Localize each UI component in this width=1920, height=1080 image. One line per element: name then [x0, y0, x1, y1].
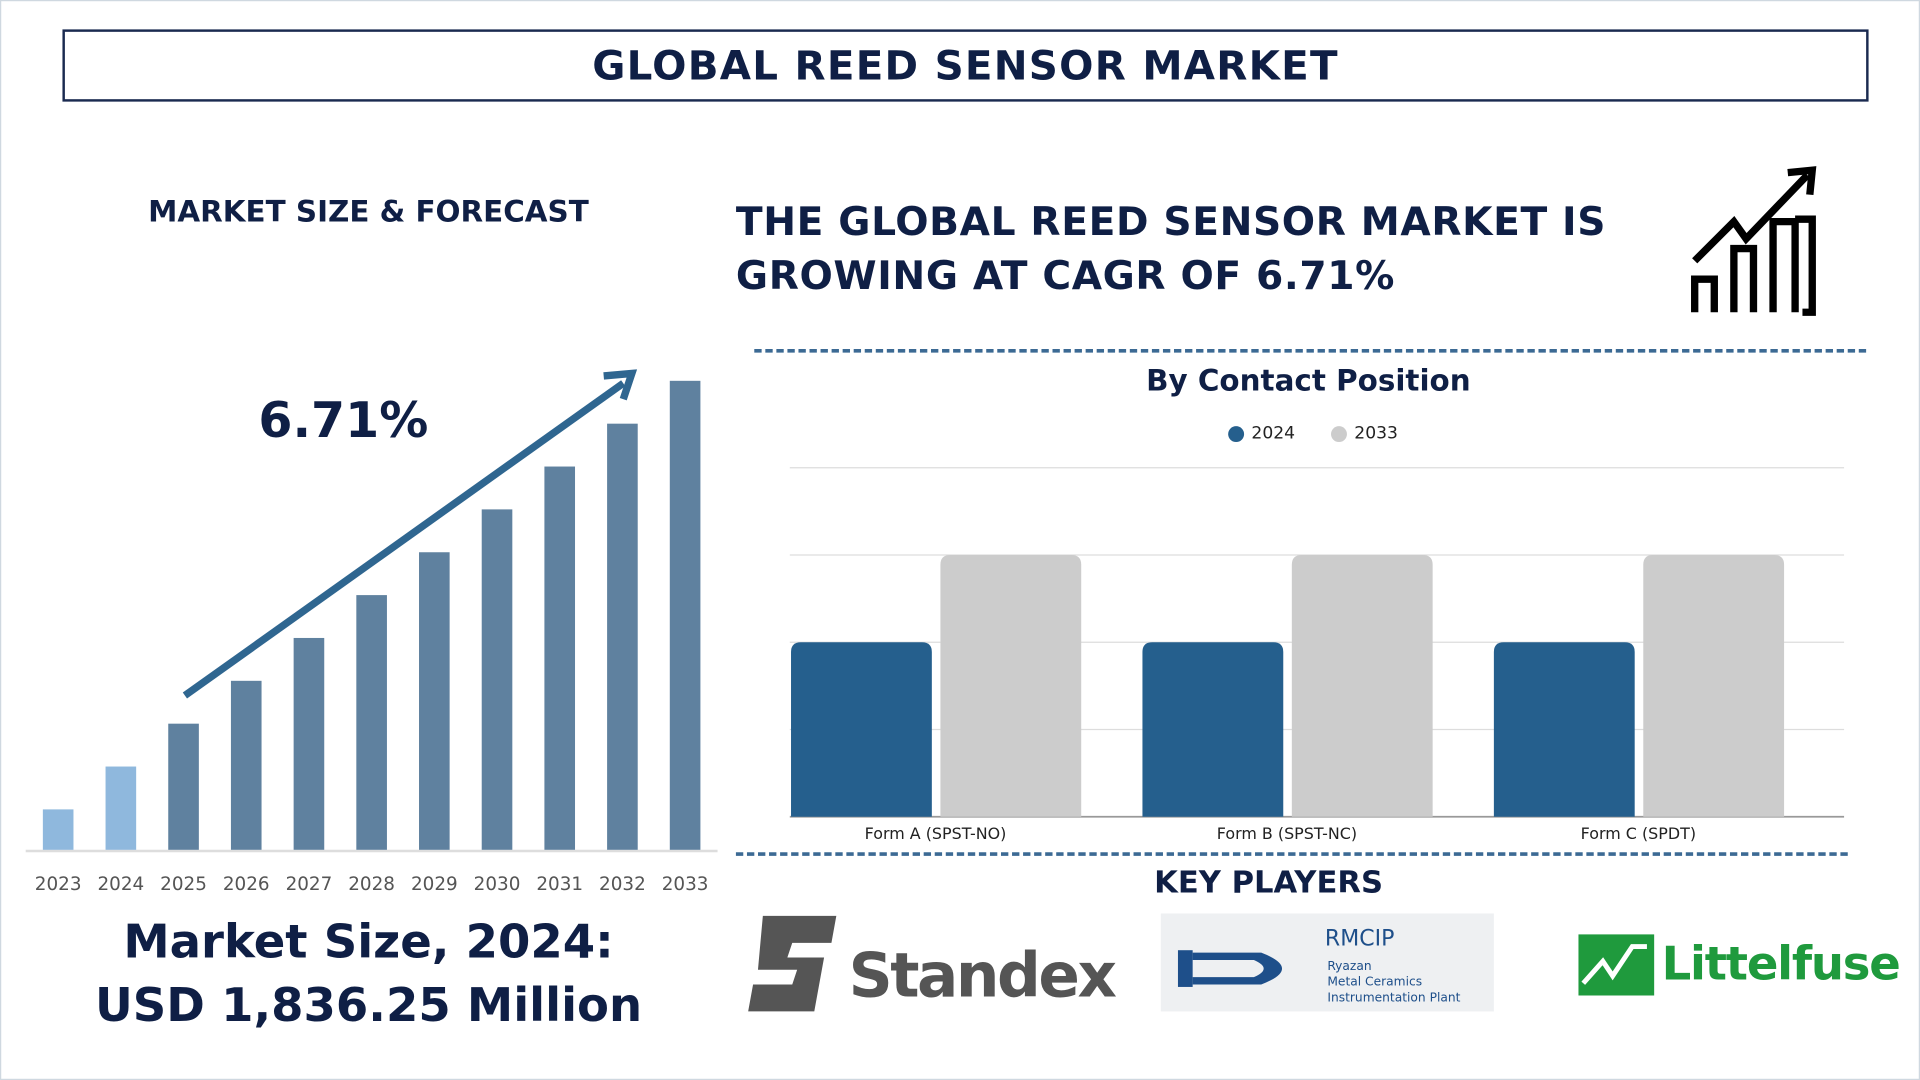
- chart-title: By Contact Position: [1146, 363, 1471, 398]
- forecast-bar-2029: [419, 552, 450, 850]
- x-tick-label: 2023: [35, 874, 82, 895]
- section-title: MARKET SIZE & FORECAST: [148, 194, 589, 229]
- market-size-label: Market Size, 2024:: [123, 914, 614, 969]
- bar-2033: [940, 555, 1082, 817]
- page-title: GLOBAL REED SENSOR MARKET: [62, 29, 1869, 102]
- growth-arrow: [182, 380, 626, 699]
- x-tick-label: 2031: [536, 874, 583, 895]
- forecast-bar-2030: [481, 509, 513, 850]
- cagr-label: 6.71%: [258, 393, 429, 450]
- category-label: Form A (SPST-NO): [865, 824, 1007, 843]
- littelfuse-mark: [1578, 934, 1655, 996]
- bar-2033: [1291, 555, 1433, 817]
- rmcip-logo: RMCIP Ryazan Metal Ceramics Instrumentat…: [1160, 913, 1494, 1012]
- forecast-bar-2033: [669, 380, 701, 850]
- forecast-bar-2031: [544, 466, 576, 850]
- forecast-bar-2032: [607, 423, 638, 850]
- growth-chart-icon: [1691, 166, 1817, 316]
- littelfuse-logo: Littelfuse: [1578, 932, 1901, 999]
- headline: THE GLOBAL REED SENSOR MARKET IS GROWING…: [736, 195, 1606, 303]
- contact-position-chart: Form A (SPST-NO) Form B (SPST-NC) Form C (…: [789, 467, 1845, 843]
- forecast-bar-2026: [230, 680, 262, 850]
- bar-2024: [1493, 642, 1635, 817]
- legend-dot: [1228, 425, 1245, 442]
- bar-2024: [791, 642, 932, 817]
- x-tick-label: 2032: [599, 874, 646, 895]
- headline-line1: THE GLOBAL REED SENSOR MARKET IS: [735, 198, 1607, 245]
- headline-line2: GROWING AT CAGR OF 6.71%: [735, 252, 1396, 299]
- bar-2024: [1142, 642, 1284, 817]
- divider: [754, 348, 1867, 353]
- market-size-value: USD 1,836.25 Million: [94, 978, 643, 1033]
- x-tick-label: 2025: [160, 874, 207, 895]
- forecast-bar-2025: [168, 723, 199, 850]
- x-tick-label: 2029: [411, 874, 458, 895]
- divider: [735, 852, 1848, 856]
- standex-logo: Standex: [746, 913, 1117, 1017]
- growth-arrow-head: [603, 369, 638, 401]
- key-players-title: KEY PLAYERS: [1154, 864, 1384, 901]
- legend-2024: 2024: [1228, 423, 1296, 444]
- x-tick-label: 2030: [474, 874, 521, 895]
- x-tick-label: 2026: [223, 874, 270, 895]
- forecast-bar-2027: [293, 637, 325, 850]
- legend-dot: [1331, 425, 1347, 442]
- forecast-bar-2023: [42, 809, 74, 850]
- category-label: Form B (SPST-NC): [1217, 824, 1357, 843]
- rmcip-mark: [1177, 950, 1283, 987]
- forecast-chart: 2023 2024 2025 2026 2027 2028 2029 2030 2031 2032…: [25, 369, 718, 895]
- category-label: Form C (SPDT): [1581, 824, 1696, 843]
- x-tick-label: 2027: [286, 874, 333, 895]
- legend-label: 2033: [1354, 423, 1398, 444]
- forecast-bar-2028: [356, 595, 387, 850]
- standex-mark: [748, 915, 837, 1012]
- x-tick-label: 2028: [348, 874, 395, 895]
- legend-label: 2024: [1251, 423, 1296, 444]
- market-size: Market Size, 2024: USD 1,836.25 Million: [50, 910, 687, 1037]
- forecast-bar-2024: [105, 766, 137, 850]
- x-tick-label: 2024: [97, 874, 144, 895]
- bar-2033: [1643, 555, 1785, 817]
- x-tick-label: 2033: [662, 874, 709, 895]
- legend-2033: 2033: [1331, 423, 1398, 444]
